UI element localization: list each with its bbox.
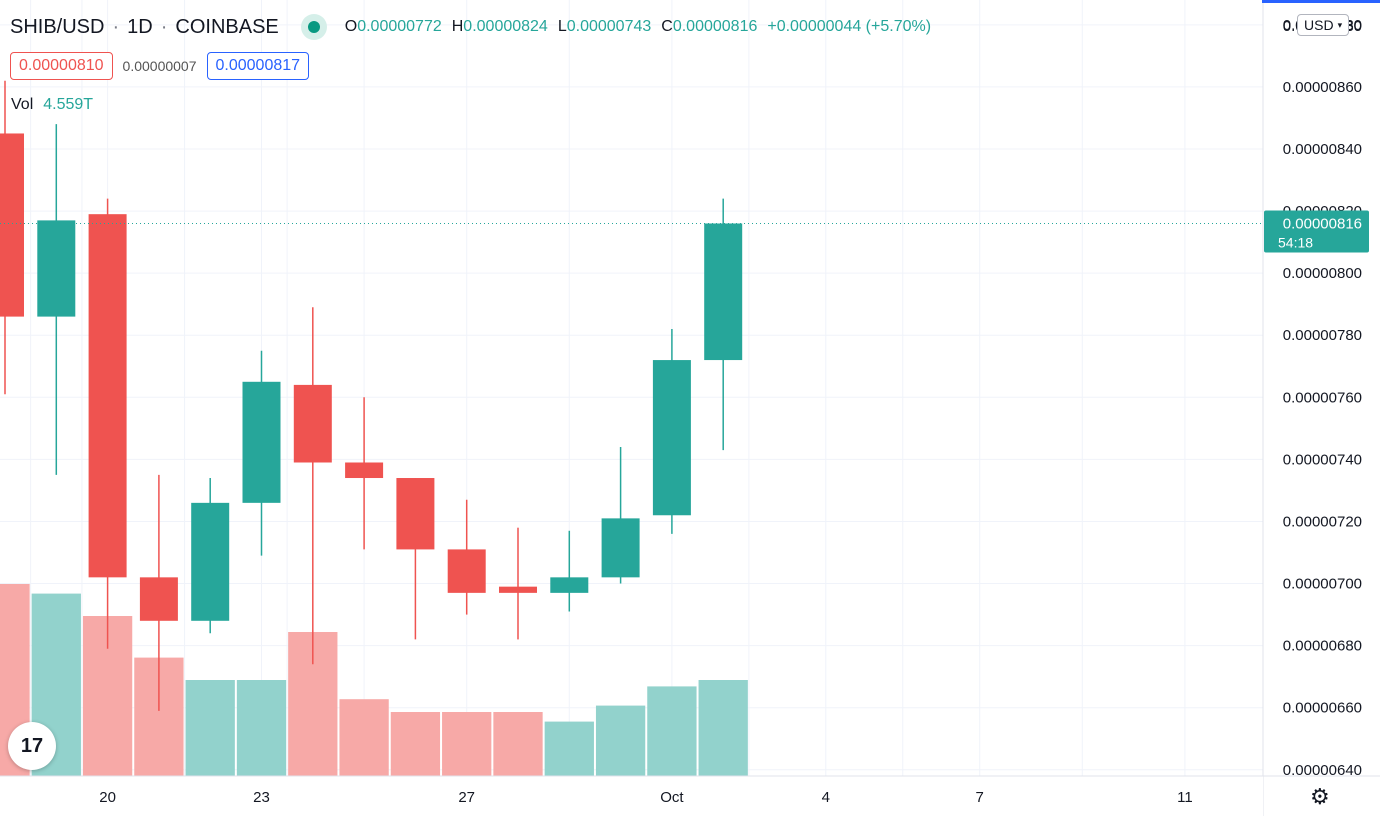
x-tick-label: 27 [458,789,475,806]
volume-bar [236,680,287,776]
sell-button[interactable]: 0.00000810 [10,52,113,80]
volume-bar [390,712,441,776]
y-tick-label: 0.00000840 [1283,141,1362,158]
candle-body [293,384,332,463]
x-tick-label: 4 [822,789,830,806]
time-axis-bg [0,776,1263,816]
candle-body [139,577,178,621]
close-key: C [661,18,673,35]
tradingview-logo-icon[interactable]: 17 [8,722,56,770]
low-value: 0.00000743 [566,18,652,35]
price-axis-bg [1263,0,1380,816]
y-tick-label: 0.00000640 [1283,762,1362,779]
candle-body [704,223,743,361]
high-key: H [451,18,464,35]
y-tick-label: 0.00000700 [1283,576,1362,593]
close-value: 0.00000816 [672,18,758,35]
y-tick-label: 0.00000800 [1283,265,1362,282]
y-tick-label: 0.00000760 [1283,389,1362,406]
low-key: L [557,18,567,35]
currency-select[interactable]: USD ▾ [1297,14,1350,36]
x-tick-label: 23 [253,789,270,806]
x-tick-label: 11 [1177,789,1193,806]
x-tick-label: Oct [660,789,684,806]
volume-label[interactable]: Vol [11,96,34,113]
volume-legend: Vol 4.559T [11,96,93,114]
volume-bar [339,699,389,776]
currency-label: USD [1304,17,1334,33]
volume-bar [698,680,748,776]
candle-body [37,220,76,317]
buy-button[interactable]: 0.00000817 [206,52,310,80]
exchange-label: COINBASE [175,15,279,38]
interval-label[interactable]: 1D [127,15,153,38]
x-tick-label: 20 [99,789,116,806]
volume-bar [595,705,646,776]
separator: · [112,15,120,38]
market-open-dot-icon [300,14,327,40]
open-key: O [344,18,358,35]
volume-bar [544,721,594,776]
separator: · [160,15,168,38]
last-price-label: 0.00000816 [1283,215,1362,232]
ohlc-values: O0.00000772 H0.00000824 L0.00000743 C0.0… [345,18,931,36]
candle-body [345,462,384,479]
countdown-label: 54:18 [1278,234,1313,250]
trade-buttons: 0.00000810 0.00000007 0.00000817 [10,52,310,80]
volume-bar [493,712,543,776]
candle-body [601,518,640,578]
change-value: +0.00000044 (+5.70%) [767,18,932,35]
candle-body [88,214,127,578]
last-price-badge [1264,210,1369,253]
y-tick-label: 0.00000680 [1283,638,1362,655]
open-value: 0.00000772 [357,18,442,35]
x-tick-label: 7 [976,789,984,806]
y-tick-label: 0.00000780 [1283,327,1362,344]
candle-body [550,577,589,593]
candle-body [652,360,691,516]
volume-bar [185,680,235,776]
high-value: 0.00000824 [463,18,548,35]
y-tick-label: 0.00000740 [1283,451,1362,468]
chevron-down-icon: ▾ [1337,19,1343,30]
spread-value: 0.00000007 [122,58,197,74]
y-tick-label: 0.00000860 [1283,79,1362,96]
candle-body [447,549,486,593]
y-tick-label: 0.00000720 [1283,513,1362,530]
volume-value: 4.559T [43,96,94,113]
candle-body [499,586,537,593]
candle-body [0,133,24,317]
candle-body [242,381,281,503]
volume-bar [442,712,492,776]
symbol-name[interactable]: SHIB/USD [10,15,105,38]
symbol-legend: SHIB/USD · 1D · COINBASE O0.00000772 H0.… [10,14,931,40]
top-accent-bar [1262,0,1380,3]
gear-icon[interactable]: ⚙ [1310,784,1330,809]
y-tick-label: 0.00000660 [1283,700,1362,717]
volume-bar [647,686,697,776]
candle-body [396,478,435,550]
candle-body [191,502,230,621]
